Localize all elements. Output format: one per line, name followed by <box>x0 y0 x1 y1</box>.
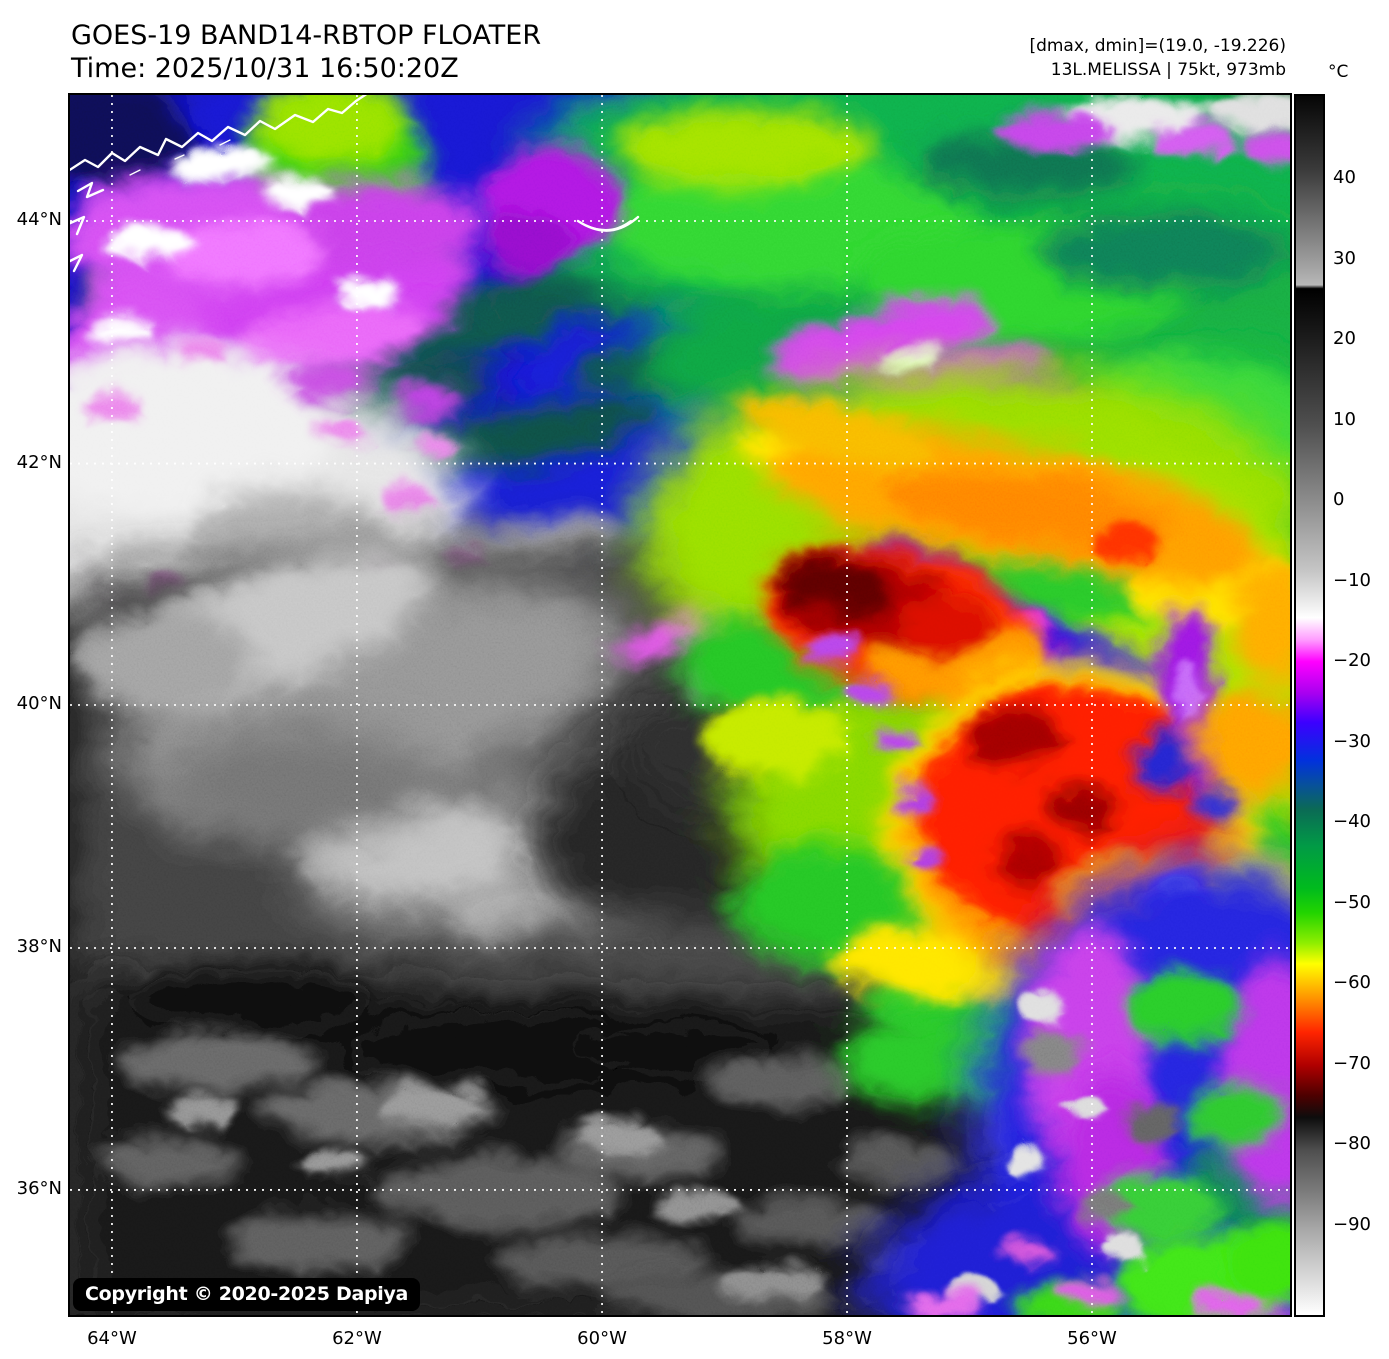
longitude-tick-label: 62°W <box>332 1328 382 1349</box>
colorbar-tick-label: 30 <box>1333 247 1356 269</box>
colorbar-unit-label: °C <box>1328 62 1349 82</box>
colorbar-tick-label: −90 <box>1333 1213 1371 1235</box>
colorbar-tick-label: −60 <box>1333 972 1371 994</box>
colorbar-tick-label: 40 <box>1333 167 1356 189</box>
colorbar-tick-label: 0 <box>1333 489 1345 511</box>
colorbar-tick-label: −10 <box>1333 569 1371 591</box>
colorbar-tick-label: −50 <box>1333 891 1371 913</box>
dmax-dmin-annotation: [dmax, dmin]=(19.0, -19.226) <box>1029 36 1286 56</box>
longitude-tick-label: 64°W <box>87 1328 137 1349</box>
latitude-tick-label: 42°N <box>16 451 62 473</box>
latitude-tick-label: 38°N <box>16 936 62 958</box>
longitude-tick-label: 56°W <box>1067 1328 1117 1349</box>
coastline-path <box>70 95 368 273</box>
map-frame: Copyright © 2020-2025 Dapiya <box>68 93 1292 1317</box>
copyright-badge: Copyright © 2020-2025 Dapiya <box>73 1278 421 1311</box>
colorbar-tick-label: −30 <box>1333 730 1371 752</box>
cloud-field-layer <box>70 95 1290 1315</box>
gridline-layer <box>70 95 1290 1315</box>
colorbar-tick-label: 10 <box>1333 408 1356 430</box>
product-title: GOES-19 BAND14-RBTOP FLOATER <box>71 20 542 51</box>
colorbar-tick-label: −70 <box>1333 1052 1371 1074</box>
timestamp-label: Time: 2025/10/31 16:50:20Z <box>71 53 459 84</box>
colorbar-tick-label: −20 <box>1333 650 1371 672</box>
latitude-tick-label: 40°N <box>16 693 62 714</box>
longitude-tick-label: 58°W <box>822 1328 872 1349</box>
colorbar-tick-label: −40 <box>1333 811 1371 833</box>
colorbar-tick-label: 20 <box>1333 328 1356 350</box>
storm-annotation: 13L.MELISSA | 75kt, 973mb <box>1050 60 1286 80</box>
sable-island-arc <box>576 215 640 232</box>
longitude-tick-label: 60°W <box>577 1328 627 1349</box>
satellite-image <box>70 95 1290 1315</box>
latitude-tick-label: 36°N <box>16 1177 62 1199</box>
colorbar-gradient <box>1296 96 1323 1315</box>
colorbar <box>1294 94 1325 1317</box>
colorbar-tick-label: −80 <box>1333 1133 1371 1155</box>
latitude-tick-label: 44°N <box>16 209 62 231</box>
